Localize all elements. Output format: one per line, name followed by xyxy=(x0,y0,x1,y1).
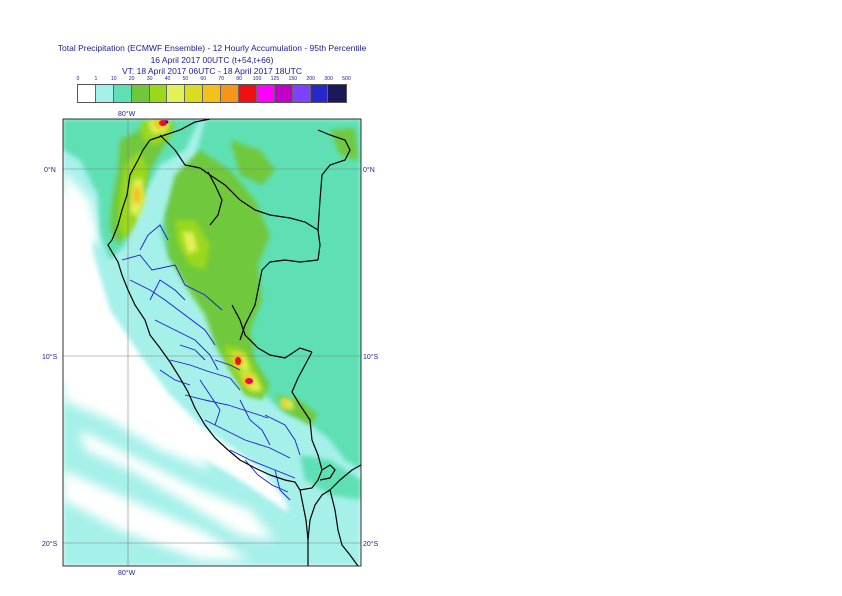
legend-threshold-label: 80 xyxy=(236,76,242,82)
map-area xyxy=(63,119,361,566)
lat-label-right-20s: 20°S xyxy=(363,540,379,548)
legend-threshold-label: 10 xyxy=(110,76,117,82)
lat-label-right-10s: 10°S xyxy=(363,353,379,361)
legend-swatch xyxy=(185,85,204,102)
lat-label-left-10s: 10°S xyxy=(42,353,58,361)
legend-swatch xyxy=(310,85,329,102)
precipitation-legend xyxy=(77,84,348,103)
legend-swatch xyxy=(167,85,186,102)
legend-threshold-label: 300 xyxy=(324,76,333,82)
legend-swatch xyxy=(221,85,240,102)
legend-threshold-label: 150 xyxy=(288,76,298,82)
map-subtitle-run: 16 April 2017 00UTC (t+54,t+66) xyxy=(150,55,274,65)
lon-label-bottom: 80°W xyxy=(118,569,136,577)
lon-label-top: 80°W xyxy=(118,110,136,118)
legend-threshold-label: 40 xyxy=(164,76,171,82)
precip-field-peaks xyxy=(159,120,253,384)
legend-swatch xyxy=(149,85,168,102)
legend-threshold-label: 200 xyxy=(306,76,316,82)
legend-swatch xyxy=(78,85,96,102)
lat-label-right-0: 0°N xyxy=(363,166,375,174)
lat-label-left-20s: 20°S xyxy=(42,540,58,548)
legend-swatch xyxy=(131,85,150,102)
legend-swatch xyxy=(256,85,275,102)
coastline-borders xyxy=(107,119,361,566)
precip-gaps xyxy=(63,170,275,560)
legend-swatch xyxy=(113,85,132,102)
lat-label-left-0: 0°N xyxy=(44,166,56,174)
legend-threshold-label: 50 xyxy=(182,76,189,82)
legend-swatch xyxy=(292,85,311,102)
legend-swatch xyxy=(203,85,222,102)
legend-threshold-label: 500 xyxy=(342,76,351,82)
legend-threshold-label: 125 xyxy=(270,76,280,82)
legend-labels: 0 1 10 20 30 40 50 60 70 80 100 125 150 200 300 500 xyxy=(0,76,842,84)
legend-threshold-label: 60 xyxy=(200,76,207,82)
legend-threshold-label: 20 xyxy=(128,76,135,82)
map-frame xyxy=(62,118,362,567)
legend-threshold-label: 30 xyxy=(146,76,153,82)
legend-threshold-label: 1 xyxy=(94,76,98,82)
legend-swatch xyxy=(328,85,347,102)
legend-swatch xyxy=(239,85,257,102)
admin-boundaries xyxy=(121,224,301,501)
map-subtitle-valid-time: VT: 18 April 2017 06UTC - 18 April 2017 … xyxy=(121,66,302,76)
legend-threshold-label: 0 xyxy=(76,76,80,82)
legend-swatch xyxy=(274,85,293,102)
legend-threshold-label: 100 xyxy=(252,76,262,82)
legend-threshold-label: 70 xyxy=(218,76,225,82)
graticule xyxy=(63,119,361,566)
legend-swatch xyxy=(95,85,114,102)
map-title: Total Precipitation (ECMWF Ensemble) - 1… xyxy=(57,43,367,53)
